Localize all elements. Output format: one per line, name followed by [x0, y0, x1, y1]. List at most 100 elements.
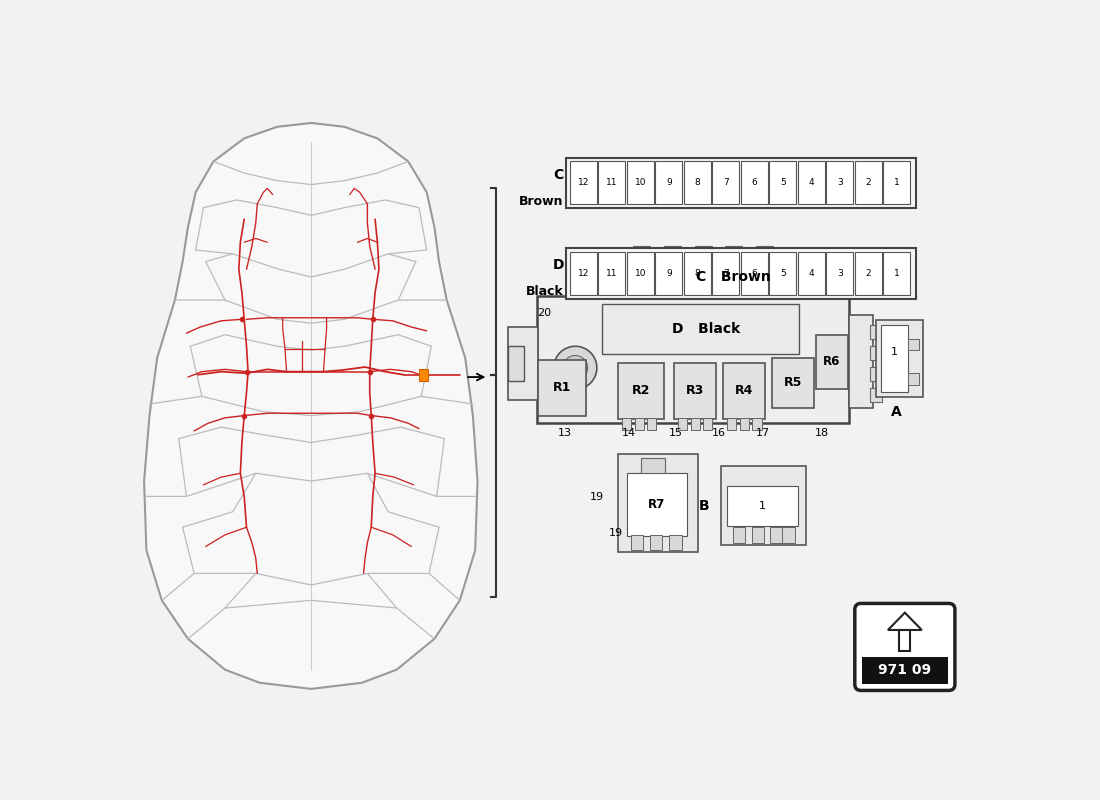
Bar — [757, 246, 773, 262]
Bar — [883, 252, 911, 294]
Text: 11: 11 — [606, 269, 617, 278]
Bar — [507, 327, 538, 400]
Text: 1: 1 — [891, 346, 898, 357]
Bar — [570, 162, 597, 204]
Text: 7: 7 — [723, 178, 728, 187]
Bar — [727, 418, 736, 430]
Text: R3: R3 — [686, 385, 704, 398]
Bar — [635, 418, 643, 430]
Bar — [883, 162, 911, 204]
Bar — [598, 162, 625, 204]
Text: C: C — [553, 168, 563, 182]
Text: R7: R7 — [648, 498, 666, 511]
Bar — [684, 162, 711, 204]
Text: 1: 1 — [759, 501, 766, 510]
Bar — [908, 338, 918, 350]
Text: R6: R6 — [823, 355, 840, 368]
Text: 8: 8 — [694, 178, 701, 187]
Bar — [656, 252, 682, 294]
Bar — [798, 162, 825, 204]
Bar — [727, 486, 798, 526]
Bar — [647, 418, 656, 430]
Text: B: B — [698, 498, 710, 513]
Text: 14: 14 — [623, 428, 636, 438]
Bar — [769, 162, 796, 204]
Bar — [815, 334, 848, 389]
Bar — [566, 158, 915, 208]
Text: 10: 10 — [635, 269, 646, 278]
Text: D   Black: D Black — [672, 322, 740, 336]
Bar — [861, 657, 948, 683]
Text: 971 09: 971 09 — [878, 663, 932, 677]
Bar — [720, 466, 805, 545]
Text: 12: 12 — [578, 269, 590, 278]
Text: R1: R1 — [553, 382, 571, 394]
Text: Black: Black — [526, 285, 563, 298]
Bar — [826, 252, 854, 294]
Bar — [855, 162, 882, 204]
Text: D: D — [552, 258, 563, 273]
Text: 5: 5 — [780, 178, 785, 187]
Bar — [621, 418, 630, 430]
Text: R4: R4 — [735, 385, 754, 398]
Bar — [691, 418, 700, 430]
Bar — [419, 369, 428, 381]
Text: 6: 6 — [751, 269, 757, 278]
Bar — [740, 418, 749, 430]
Bar — [618, 363, 664, 418]
Bar — [598, 252, 625, 294]
Bar — [751, 527, 763, 542]
Bar — [826, 162, 854, 204]
Bar — [669, 535, 682, 550]
Bar — [849, 315, 873, 408]
Bar — [870, 346, 882, 360]
Bar — [627, 474, 688, 537]
Bar — [877, 320, 923, 397]
Circle shape — [563, 355, 587, 380]
Bar — [870, 367, 882, 381]
Bar — [678, 418, 686, 430]
Bar — [695, 246, 712, 262]
Text: C   Brown: C Brown — [696, 270, 770, 284]
Bar — [752, 418, 761, 430]
Bar — [908, 373, 918, 385]
Bar — [603, 304, 799, 354]
Bar — [618, 256, 788, 296]
Bar — [870, 388, 882, 402]
Bar — [770, 527, 782, 542]
Bar — [726, 246, 742, 262]
Bar — [741, 252, 768, 294]
Text: A: A — [891, 405, 902, 418]
Text: 19: 19 — [609, 528, 624, 538]
Text: 11: 11 — [606, 178, 617, 187]
Bar — [713, 162, 739, 204]
Text: 2: 2 — [866, 178, 871, 187]
Bar — [664, 246, 681, 262]
Text: 13: 13 — [559, 428, 572, 438]
Bar — [684, 252, 711, 294]
Bar — [723, 363, 766, 418]
Text: R2: R2 — [631, 385, 650, 398]
Bar — [855, 252, 882, 294]
Bar — [900, 628, 911, 651]
Text: 18: 18 — [815, 428, 828, 438]
Bar — [703, 418, 713, 430]
Bar — [537, 296, 848, 423]
Bar — [570, 252, 597, 294]
Polygon shape — [888, 613, 922, 630]
Bar — [870, 325, 882, 338]
Text: R5: R5 — [783, 376, 802, 390]
Text: 7: 7 — [723, 269, 728, 278]
Bar — [733, 527, 746, 542]
Text: 1: 1 — [894, 269, 900, 278]
Bar — [798, 252, 825, 294]
Text: 17: 17 — [756, 428, 770, 438]
Bar — [782, 527, 794, 542]
Bar — [627, 162, 653, 204]
Text: 3: 3 — [837, 269, 843, 278]
Text: Brown: Brown — [519, 195, 563, 208]
Text: 12: 12 — [578, 178, 590, 187]
Bar — [630, 535, 644, 550]
Text: 3: 3 — [837, 178, 843, 187]
Text: 20: 20 — [538, 308, 551, 318]
